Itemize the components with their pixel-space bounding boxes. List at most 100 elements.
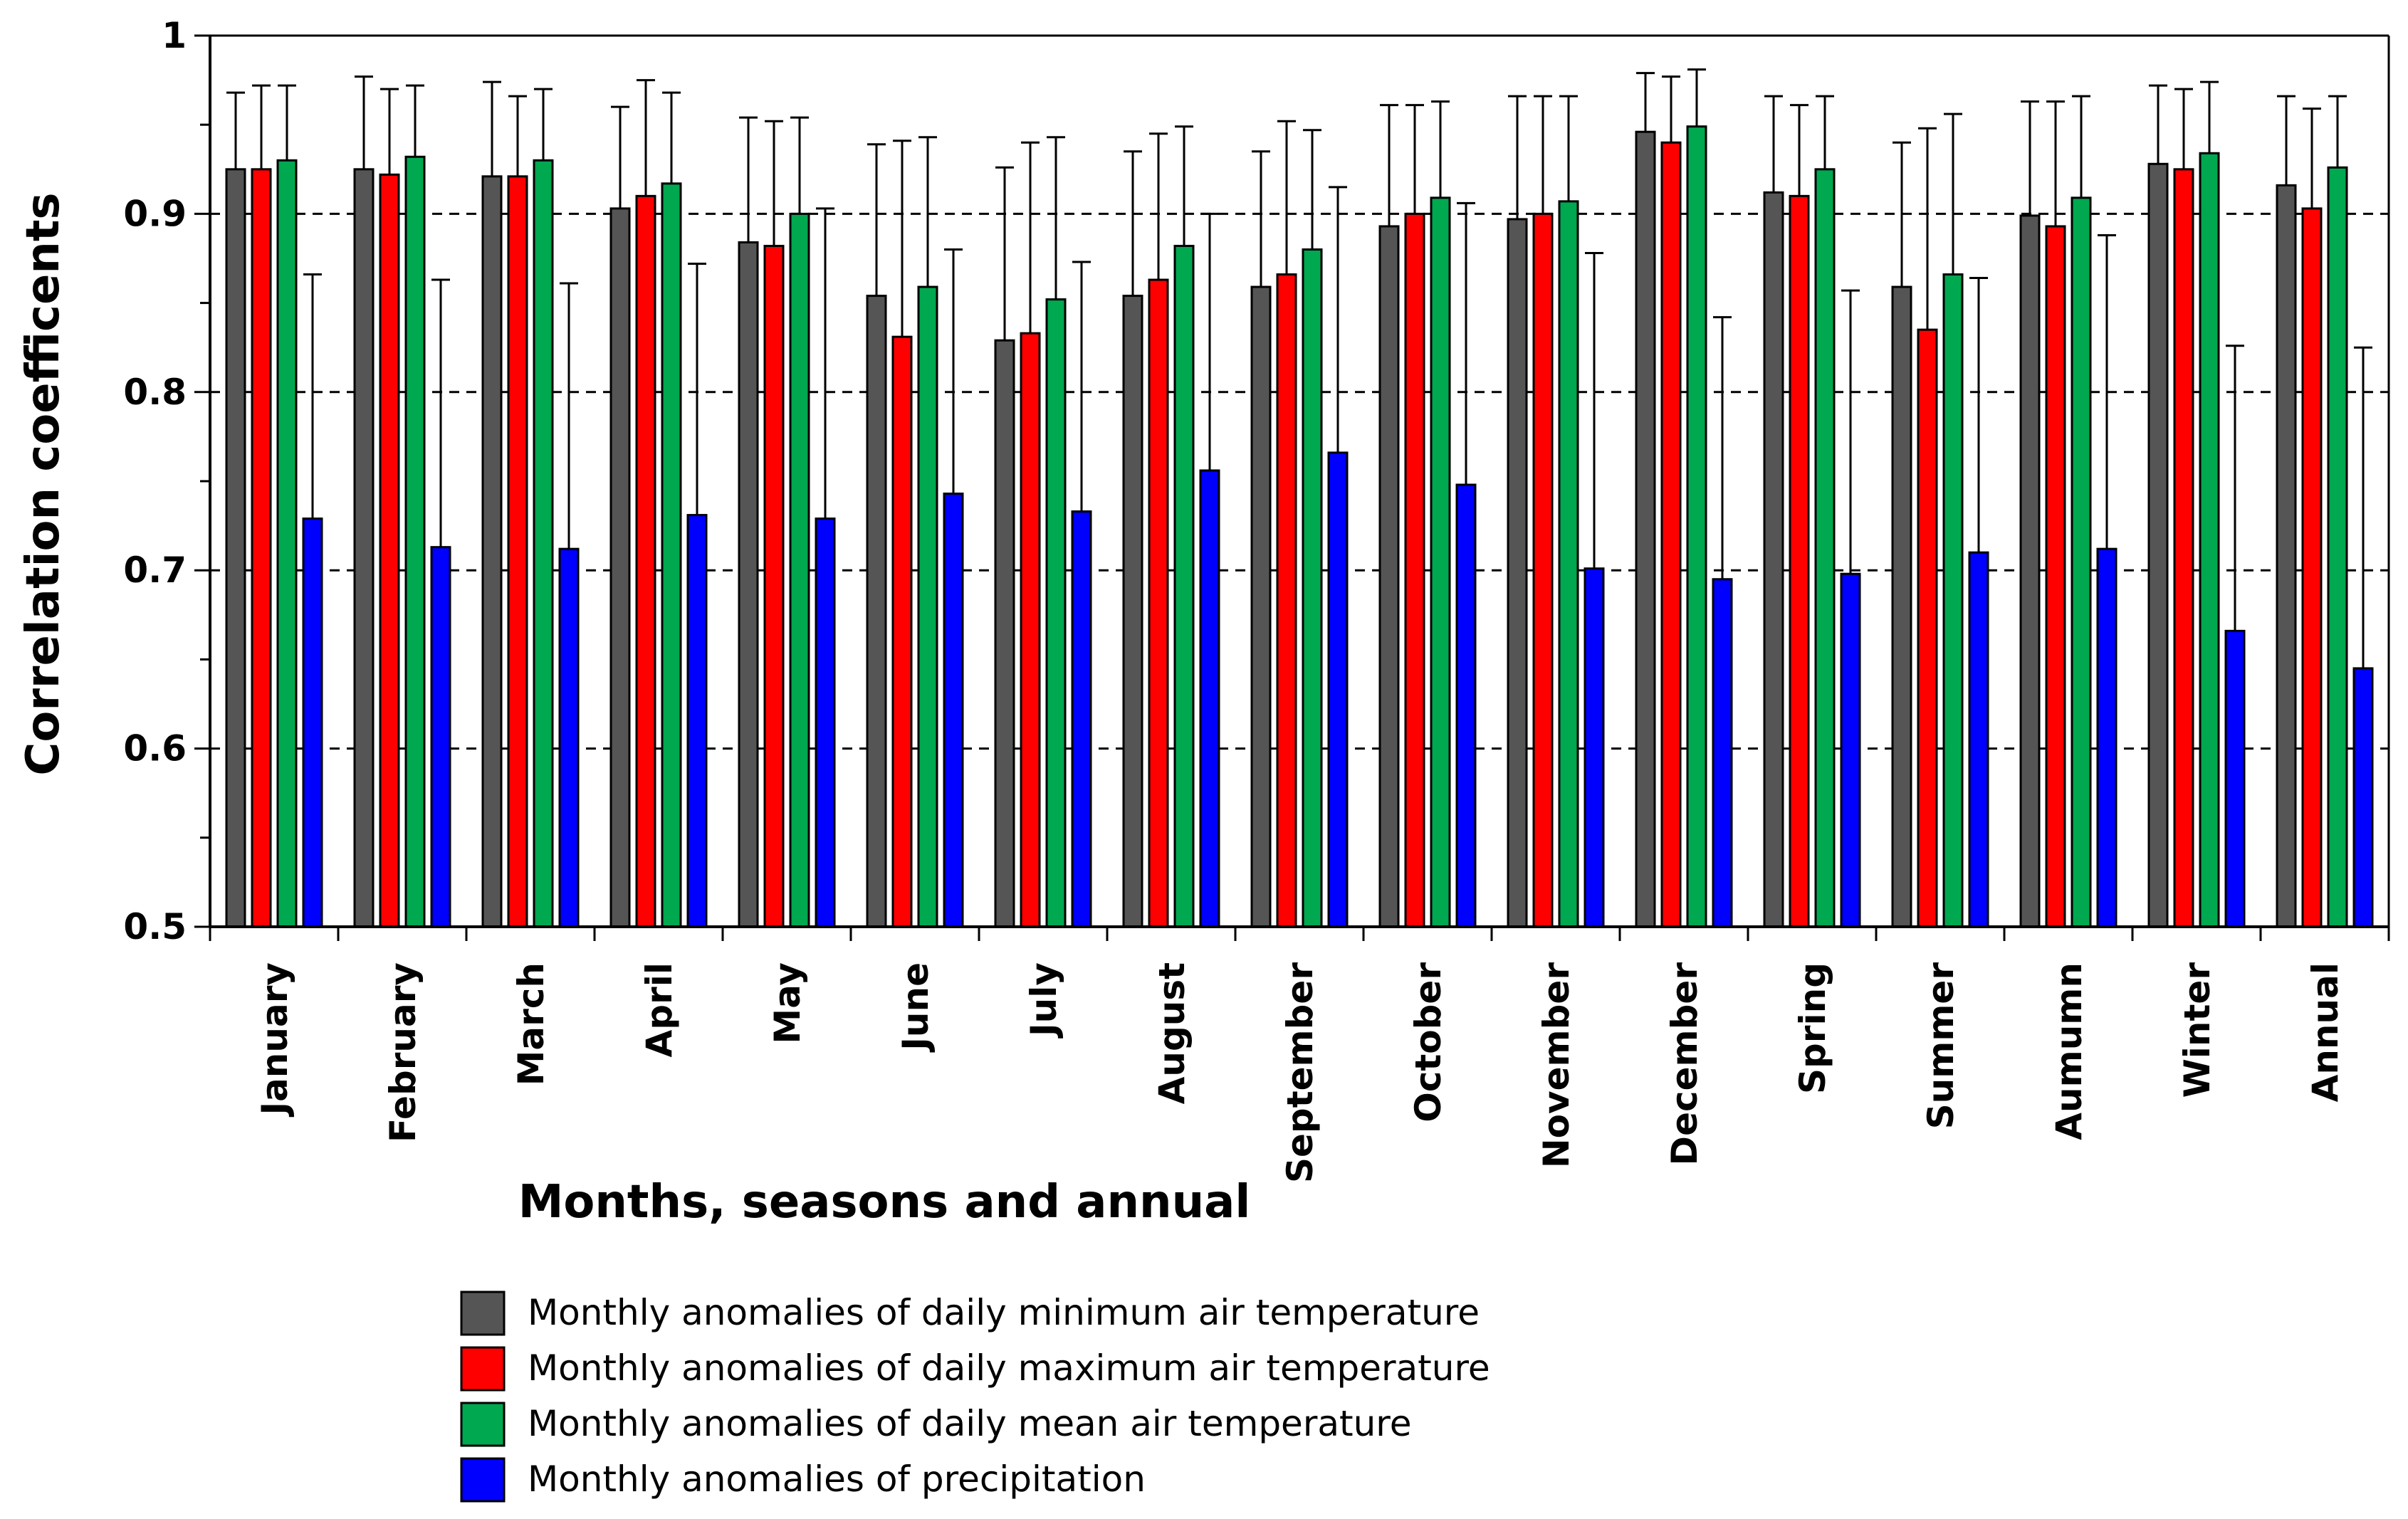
- category-label: August: [1151, 962, 1193, 1104]
- y-tick-label: 1: [162, 15, 187, 56]
- bar: [481, 175, 503, 928]
- bar: [507, 175, 528, 928]
- bar: [2327, 166, 2348, 928]
- bar: [2199, 152, 2220, 928]
- bar: [1250, 285, 1272, 928]
- bar: [1045, 298, 1067, 928]
- bar: [2019, 214, 2041, 928]
- bar: [789, 212, 810, 928]
- bar: [1686, 125, 1707, 928]
- y-tick-labels: 0.5 0.6 0.7 0.8 0.9 1: [123, 15, 187, 947]
- bar: [1302, 248, 1323, 928]
- category-label: July: [1023, 962, 1064, 1039]
- legend-swatch: [460, 1291, 506, 1336]
- category-label: Winter: [2177, 962, 2218, 1098]
- bar: [1660, 141, 1682, 928]
- y-tick-label: 0.6: [123, 728, 187, 769]
- x-axis-title: Months, seasons and annual: [518, 1176, 1251, 1229]
- category-label: September: [1279, 962, 1321, 1183]
- category-label: June: [895, 962, 936, 1053]
- bar: [891, 335, 913, 928]
- legend-label: Monthly anomalies of daily mean air temp…: [528, 1403, 1412, 1444]
- category-label: May: [767, 962, 808, 1044]
- bar: [1430, 196, 1451, 928]
- bar: [1814, 168, 1836, 928]
- bar: [251, 168, 272, 928]
- bar: [2045, 225, 2066, 928]
- bars: [225, 68, 2374, 928]
- bar: [302, 517, 323, 928]
- bar: [1455, 483, 1477, 928]
- y-tick-label: 0.7: [123, 550, 187, 591]
- bar: [1583, 567, 1605, 928]
- bar: [1532, 212, 1554, 928]
- bar: [1148, 278, 1169, 928]
- category-label: March: [511, 962, 552, 1086]
- bar: [1558, 200, 1579, 928]
- bar: [430, 546, 451, 928]
- y-tick-label: 0.9: [123, 193, 187, 234]
- bar: [763, 244, 785, 928]
- bar: [738, 241, 759, 928]
- bar: [2071, 196, 2092, 928]
- legend: Monthly anomalies of daily minimum air t…: [460, 1291, 1490, 1503]
- category-label: Annual: [2305, 962, 2346, 1102]
- legend-label: Monthly anomalies of daily minimum air t…: [528, 1292, 1480, 1333]
- category-label: April: [639, 962, 680, 1057]
- bar: [943, 493, 964, 928]
- bar: [2276, 184, 2297, 928]
- category-label: Spring: [1792, 962, 1833, 1094]
- category-label: October: [1408, 962, 1449, 1123]
- bar: [1942, 273, 1964, 928]
- category-label: February: [382, 962, 424, 1142]
- category-label: November: [1536, 962, 1577, 1169]
- category-labels: January February March April May June July Augu…: [254, 962, 2346, 1183]
- bar: [558, 547, 580, 928]
- bar: [1276, 273, 1297, 928]
- bar: [1968, 551, 1989, 928]
- bar: [2096, 547, 2118, 928]
- bar: [2173, 168, 2194, 928]
- category-label: Aumumn: [2048, 962, 2090, 1140]
- axes: [194, 34, 2390, 941]
- bar: [1071, 510, 1092, 928]
- bar: [635, 194, 656, 928]
- bar: [815, 517, 836, 928]
- category-label: December: [1664, 962, 1705, 1166]
- y-tick-label: 0.5: [123, 906, 187, 947]
- y-axis-title: Correlation coefficents: [17, 192, 70, 775]
- bar: [225, 168, 246, 928]
- legend-swatch: [460, 1457, 506, 1503]
- bar: [1378, 225, 1400, 928]
- bar: [533, 159, 554, 928]
- bar: [1327, 451, 1349, 928]
- bar: [1122, 295, 1143, 928]
- bar: [1173, 244, 1195, 928]
- bar: [609, 207, 631, 928]
- category-label: January: [254, 962, 295, 1118]
- bar: [1404, 212, 1425, 928]
- y-tick-label: 0.8: [123, 372, 187, 413]
- bar: [1891, 285, 1912, 928]
- bar: [1507, 218, 1528, 928]
- bar: [2301, 207, 2323, 928]
- bar: [1789, 194, 1810, 928]
- bar: [2224, 629, 2246, 928]
- bar: [994, 339, 1015, 928]
- bar: [1199, 469, 1220, 928]
- bar: [661, 182, 682, 928]
- bar: [2352, 667, 2374, 928]
- bar: [1917, 328, 1938, 928]
- legend-label: Monthly anomalies of daily maximum air t…: [528, 1347, 1490, 1389]
- bar: [1712, 578, 1733, 928]
- bar: [1763, 191, 1784, 928]
- bar: [1635, 130, 1656, 928]
- bar: [404, 155, 426, 928]
- category-label: Summer: [1920, 962, 1962, 1130]
- legend-label: Monthly anomalies of precipitation: [528, 1458, 1146, 1500]
- bar: [2147, 162, 2169, 928]
- bar: [379, 173, 400, 928]
- bar: [686, 514, 708, 928]
- legend-swatch: [460, 1402, 506, 1447]
